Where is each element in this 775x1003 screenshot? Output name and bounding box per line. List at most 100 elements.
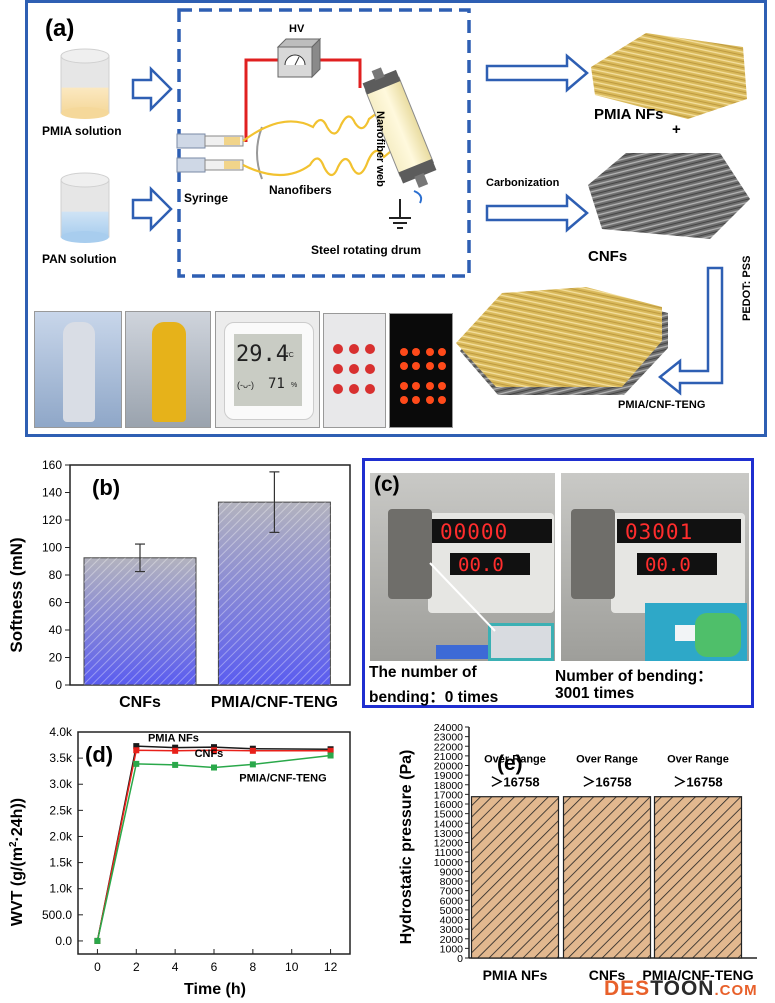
x-tick-label: 8 xyxy=(250,960,257,974)
panel-label-a: (a) xyxy=(45,15,75,42)
x-tick-label: 2 xyxy=(133,960,140,974)
panel-c: 00000 00.0 (c) 03001 00.0 The number of … xyxy=(362,458,754,708)
y-tick-label: 100 xyxy=(42,541,62,555)
chart-e: 0100020003000400050006000700080009000100… xyxy=(398,722,757,983)
caption-right-1: Number of bending： xyxy=(555,668,713,685)
photo-breadboard xyxy=(323,313,386,428)
series-label: PMIA/CNF-TENG xyxy=(239,773,326,785)
y-tick-label: 7000 xyxy=(440,886,464,898)
plus-sign: + xyxy=(672,121,681,138)
series-label: CNFs xyxy=(195,748,224,760)
counter-right: 03001 xyxy=(625,520,694,544)
bar xyxy=(562,796,652,959)
y-tick-label: 12000 xyxy=(434,838,463,850)
y-tick-label: 23000 xyxy=(434,732,463,744)
pointer-arrow xyxy=(429,562,496,632)
y-tick-label: 2.0k xyxy=(49,829,73,843)
pmia-nfs-label: PMIA NFs xyxy=(594,106,664,123)
caption-left-1: The number of xyxy=(369,664,477,681)
syringe-icon xyxy=(176,133,244,173)
data-point xyxy=(249,761,256,768)
ground-icon xyxy=(389,199,411,229)
arrow-icon xyxy=(131,65,173,233)
collector-arc xyxy=(256,126,263,180)
y-tick-label: 13000 xyxy=(434,828,463,840)
electrospinning-box xyxy=(177,8,471,278)
y-tick-label: 6000 xyxy=(440,895,464,907)
data-point xyxy=(211,744,217,751)
photo-led-array xyxy=(389,313,453,428)
y-tick-label: 21000 xyxy=(434,751,463,763)
pmia-nf-mat xyxy=(591,33,747,119)
y-tick-label: 5000 xyxy=(440,905,464,917)
bar-hatch xyxy=(84,557,196,685)
y-tick-label: 18000 xyxy=(434,780,463,792)
sample-inset-left xyxy=(488,623,554,661)
x-tick-label: 6 xyxy=(211,960,218,974)
pmia-bottle-icon xyxy=(60,48,110,119)
x-tick-label: CNFs xyxy=(119,694,161,711)
series-line xyxy=(96,749,331,942)
y-tick-label: 4000 xyxy=(440,915,464,927)
y-tick-label: 11000 xyxy=(435,847,464,859)
cnfs-label: CNFs xyxy=(588,248,628,265)
y-tick-label: 0.0 xyxy=(55,934,72,948)
y-axis-label: WVT (g/(m2·24h)) xyxy=(8,798,26,926)
thermo-temp-unit: °C xyxy=(286,352,294,359)
y-tick-label: 3.5k xyxy=(49,751,73,765)
y-tick-label: 120 xyxy=(42,513,62,527)
bar-value-label: ＞16758 xyxy=(582,775,631,790)
watermark-part-3: .COM xyxy=(714,982,758,999)
sub-counter-left: 00.0 xyxy=(458,554,504,576)
y-tick-label: 0 xyxy=(55,678,62,692)
photo-bending-end: 03001 00.0 xyxy=(561,473,749,661)
x-tick-label: PMIA NFs xyxy=(483,967,548,983)
hv-label: HV xyxy=(289,23,305,35)
y-tick-label: 500.0 xyxy=(42,908,72,922)
chart-b: 0 20 40 60 80 100 120 140 160 CNFs PMIA/CNF-TENG (… xyxy=(7,458,351,711)
thermo-temp: 29.4 xyxy=(236,342,289,367)
bar-annotation: Over Range xyxy=(484,754,546,766)
bar-annotation: Over Range xyxy=(576,754,638,766)
rotation-arrow-icon xyxy=(413,190,423,204)
pedot-arrow-icon xyxy=(657,266,724,396)
arrow-icon xyxy=(485,53,589,233)
y-tick-label: 4.0k xyxy=(49,725,73,739)
panel-a: (a) PMIA solution PAN solution HV Syring… xyxy=(25,0,767,437)
watermark-part-1: DES xyxy=(604,977,651,1000)
data-point xyxy=(133,743,140,750)
pmia-solution-label: PMIA solution xyxy=(42,124,122,138)
y-tick-label: 10000 xyxy=(434,857,463,869)
y-tick-label: 60 xyxy=(49,596,63,610)
thermo-face: (-ᴗ-) xyxy=(237,380,254,390)
y-tick-label: 1.5k xyxy=(49,856,73,870)
data-point xyxy=(327,747,334,754)
y-tick-label: 3.0k xyxy=(49,777,73,791)
data-point xyxy=(133,747,140,754)
x-tick-label: PMIA/CNF-TENG xyxy=(642,967,753,983)
caption-left-2: bending：0 times xyxy=(369,689,499,706)
series-label: PMIA NFs xyxy=(148,732,199,744)
pan-bottle-icon xyxy=(60,172,110,243)
x-tick-label: 10 xyxy=(285,960,299,974)
y-tick-label: 40 xyxy=(49,623,63,637)
y-tick-label: 1000 xyxy=(440,943,464,955)
nanofibers-label: Nanofibers xyxy=(269,183,332,197)
data-point xyxy=(172,747,179,754)
pedot-label: PEDOT: PSS xyxy=(741,255,753,321)
thermo-humidity: 71 xyxy=(268,376,285,392)
counter-left: 00000 xyxy=(440,520,509,544)
watermark-part-2: TOON xyxy=(650,977,715,1000)
bar-annotation: Over Range xyxy=(667,754,729,766)
photo-firefighter-suit xyxy=(125,311,211,428)
photo-bending-start: 00000 00.0 (c) xyxy=(370,473,555,661)
series-line xyxy=(96,754,331,942)
data-point xyxy=(133,760,140,767)
thermo-humidity-unit: % xyxy=(291,382,298,389)
y-tick-label: 22000 xyxy=(434,741,463,753)
panel-label-d: (d) xyxy=(85,742,113,767)
data-point xyxy=(327,752,334,759)
y-tick-label: 20 xyxy=(49,651,63,665)
x-axis-label: Time (h) xyxy=(184,981,246,998)
teng-label: PMIA/CNF-TENG xyxy=(618,399,706,411)
